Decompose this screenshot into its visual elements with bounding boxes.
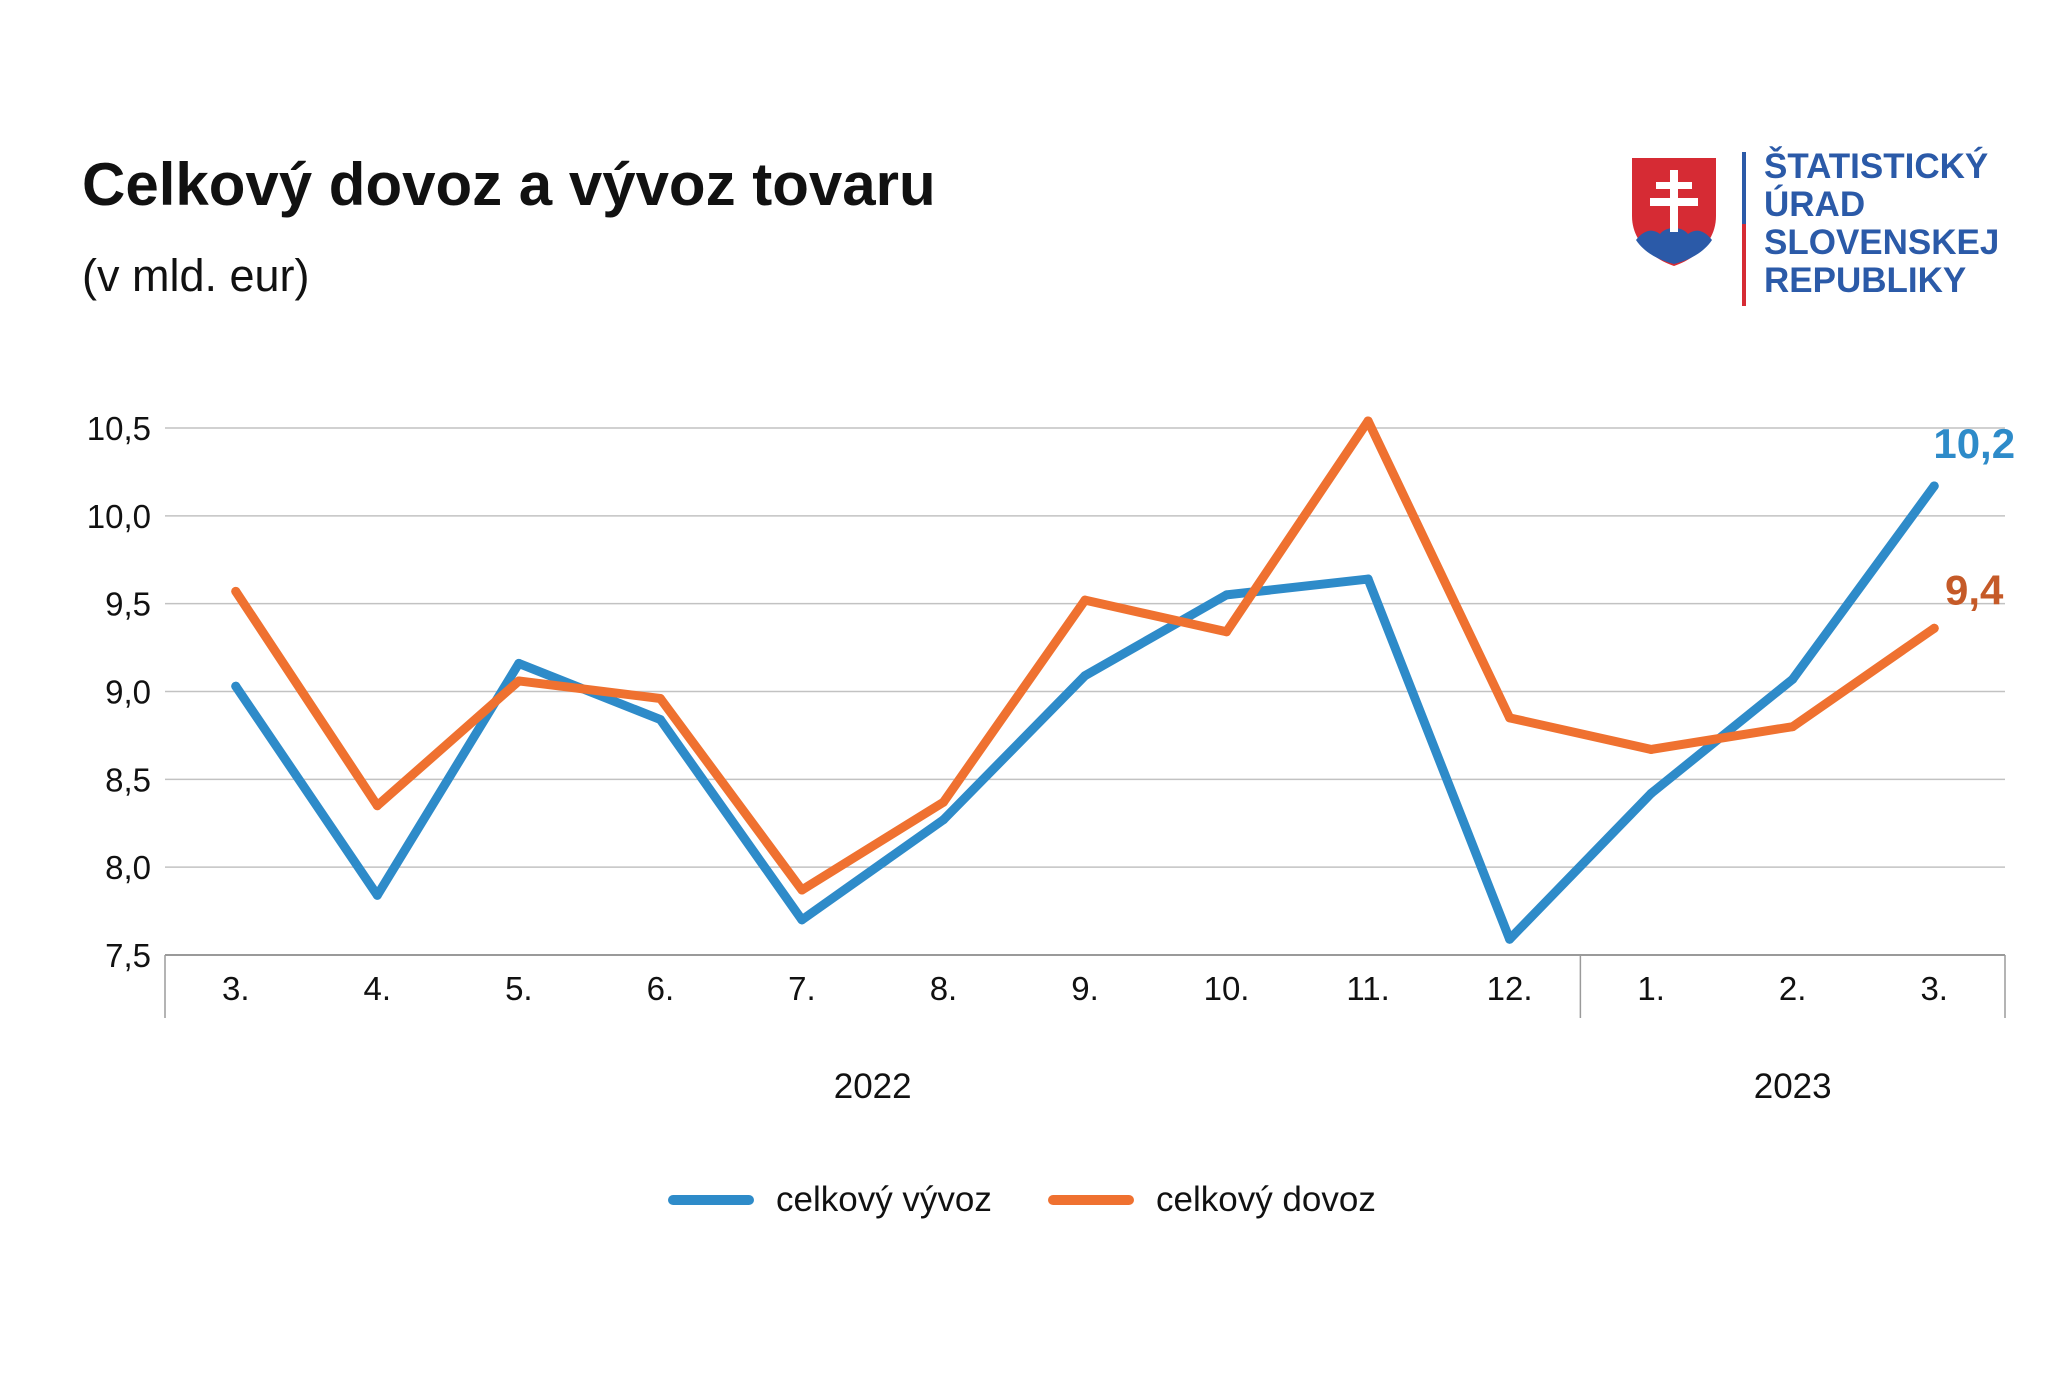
data-point <box>938 815 948 825</box>
chart-title: Celkový dovoz a vývoz tovaru <box>82 151 936 218</box>
data-point <box>372 890 382 900</box>
line-chart: 7,5 8,0 8,5 9,0 9,5 10,0 10,5 3. 4. 5. 6. 7. 8. 9. 10… <box>87 410 2015 1106</box>
chart-subtitle: (v mld. eur) <box>82 250 310 301</box>
data-point <box>1929 481 1939 491</box>
x-tick-label: 5. <box>505 970 533 1007</box>
grid-lines <box>165 427 2005 956</box>
y-axis: 7,5 8,0 8,5 9,0 9,5 10,0 10,5 <box>87 410 151 974</box>
statistical-office-logo: ŠTATISTICKÝ ÚRAD SLOVENSKEJ REPUBLIKY <box>1630 148 2010 312</box>
data-point <box>1505 934 1515 944</box>
x-tick-label: 3. <box>1920 970 1948 1007</box>
data-point <box>1363 574 1373 584</box>
data-point <box>514 676 524 686</box>
x-tick-label: 11. <box>1346 970 1389 1007</box>
logo-line-2: ÚRAD <box>1764 185 1866 224</box>
data-point <box>797 915 807 925</box>
y-tick-label: 10,0 <box>87 498 151 535</box>
data-point <box>938 797 948 807</box>
data-point <box>1646 744 1656 754</box>
y-tick-label: 8,0 <box>105 849 151 886</box>
data-point <box>1222 590 1232 600</box>
series-line-1 <box>231 416 1939 895</box>
logo-divider-blue <box>1742 152 1746 224</box>
x-year-label: 2023 <box>1754 1067 1832 1106</box>
data-point <box>655 694 665 704</box>
data-point <box>1222 627 1232 637</box>
y-tick-label: 9,0 <box>105 674 151 711</box>
x-tick-label: 9. <box>1071 970 1099 1007</box>
x-year-label: 2022 <box>834 1067 912 1106</box>
y-tick-label: 9,5 <box>105 586 151 623</box>
series-lines <box>231 416 1939 944</box>
data-point <box>231 681 241 691</box>
legend-label-export: celkový vývoz <box>776 1180 992 1219</box>
slovak-coat-of-arms-icon <box>1632 158 1716 266</box>
x-tick-label: 3. <box>222 970 250 1007</box>
data-point <box>1080 595 1090 605</box>
x-tick-label: 7. <box>788 970 816 1007</box>
data-point <box>231 586 241 596</box>
data-point <box>1505 713 1515 723</box>
x-tick-label: 10. <box>1204 970 1250 1007</box>
x-tick-label: 2. <box>1779 970 1807 1007</box>
data-point <box>372 801 382 811</box>
data-point <box>1080 671 1090 681</box>
legend-swatch-export <box>668 1195 754 1205</box>
data-point <box>1929 623 1939 633</box>
series-line-0 <box>231 481 1939 944</box>
legend-item-export: celkový vývoz <box>668 1180 992 1220</box>
x-tick-label: 12. <box>1487 970 1533 1007</box>
x-tick-label: 4. <box>364 970 392 1007</box>
x-tick-label: 8. <box>930 970 958 1007</box>
logo-line-4: REPUBLIKY <box>1764 261 1967 300</box>
logo-divider-red <box>1742 224 1746 306</box>
x-axis: 3. 4. 5. 6. 7. 8. 9. 10. 11. 12. 1. 2. 3. 2022 2023 <box>164 954 2006 1106</box>
data-point <box>1646 788 1656 798</box>
y-tick-label: 8,5 <box>105 761 151 798</box>
data-point <box>1788 722 1798 732</box>
end-value-label: 9,4 <box>1945 566 2004 613</box>
x-tick-label: 1. <box>1637 970 1665 1007</box>
x-tick-label: 6. <box>647 970 675 1007</box>
logo-line-3: SLOVENSKEJ <box>1764 223 2000 262</box>
data-point <box>1363 416 1373 426</box>
data-point <box>655 715 665 725</box>
end-value-label: 10,2 <box>1933 420 2015 467</box>
logo-line-1: ŠTATISTICKÝ <box>1764 147 1989 186</box>
legend-item-import: celkový dovoz <box>1048 1180 1376 1220</box>
y-tick-label: 10,5 <box>87 410 151 447</box>
legend: celkový vývoz celkový dovoz <box>0 1180 2047 1250</box>
data-point <box>514 658 524 668</box>
y-tick-label: 7,5 <box>105 937 151 974</box>
data-point <box>1788 674 1798 684</box>
data-point <box>797 885 807 895</box>
end-labels: 10,2 9,4 <box>1933 420 2015 613</box>
legend-swatch-import <box>1048 1195 1134 1205</box>
legend-label-import: celkový dovoz <box>1156 1180 1376 1219</box>
logo-text: ŠTATISTICKÝ ÚRAD SLOVENSKEJ REPUBLIKY <box>1764 148 1999 300</box>
